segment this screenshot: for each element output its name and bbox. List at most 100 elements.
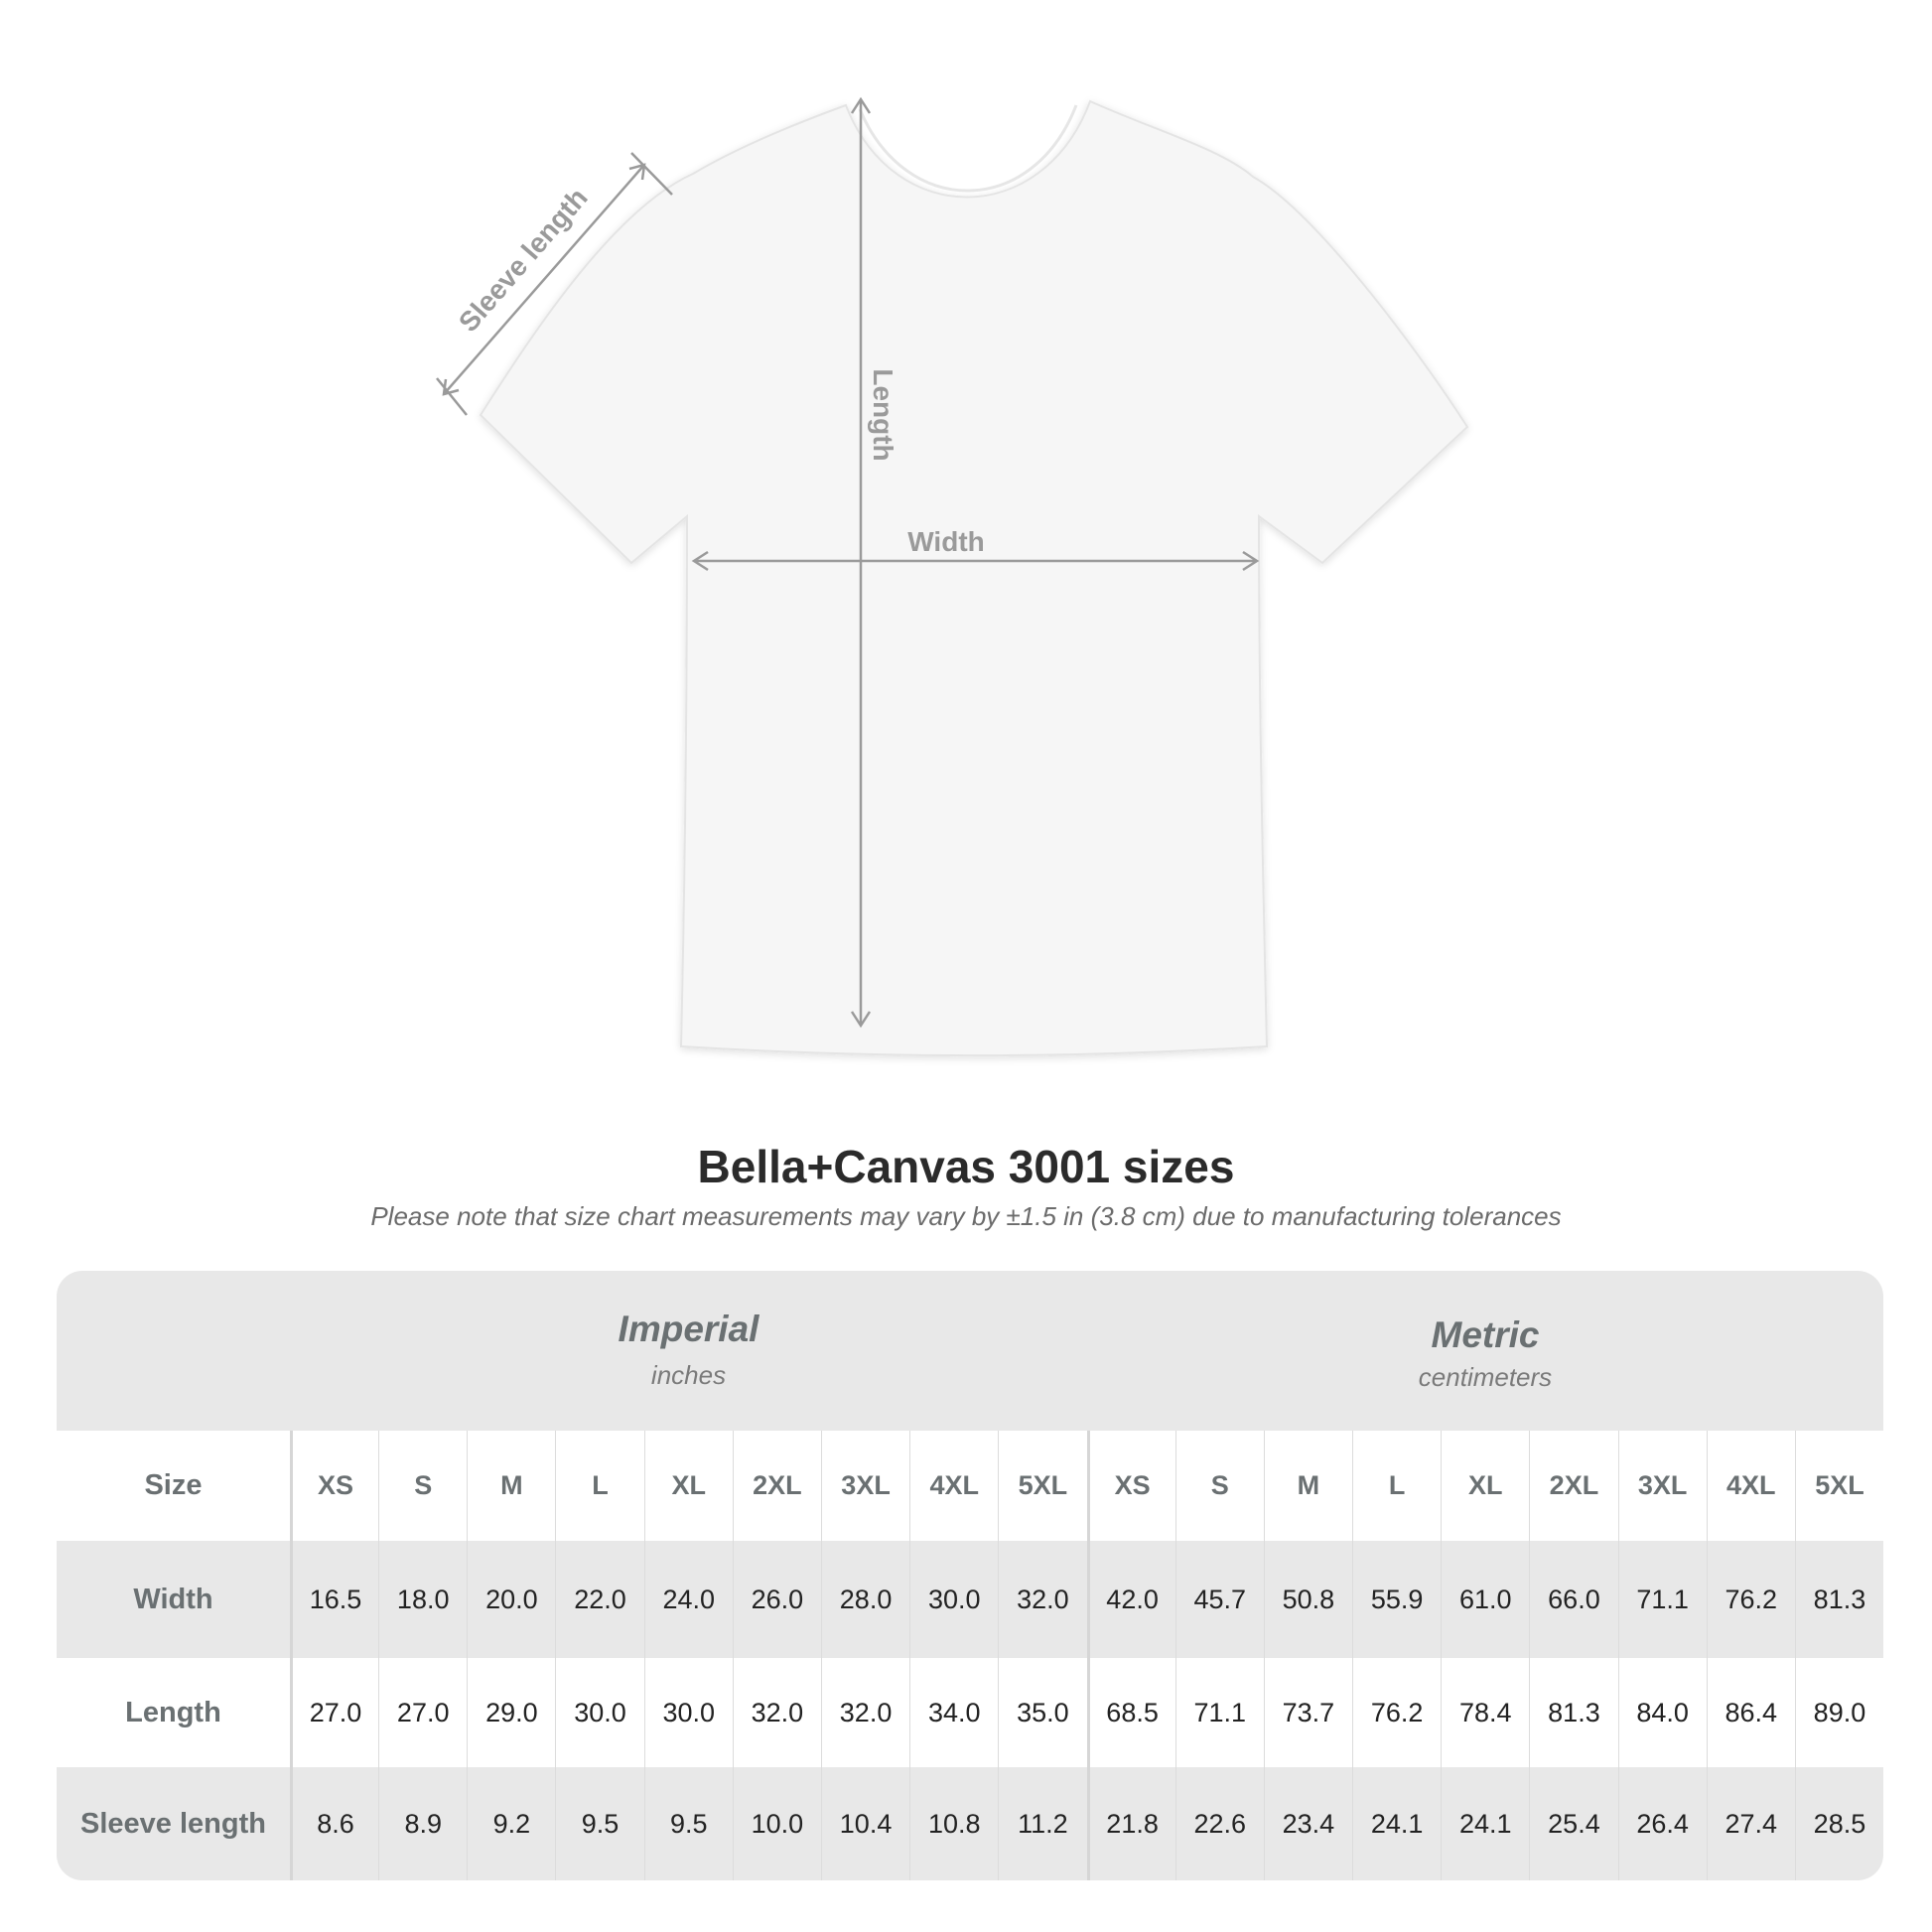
table-cell: 32.0 xyxy=(732,1658,821,1767)
table-cell: 30.0 xyxy=(909,1541,998,1658)
table-cell: 76.2 xyxy=(1706,1541,1795,1658)
table-cell: 26.0 xyxy=(732,1541,821,1658)
table-cell: 10.0 xyxy=(732,1767,821,1880)
table-cell: 86.4 xyxy=(1706,1658,1795,1767)
size-header-cell: M xyxy=(467,1431,555,1541)
table-cell: 89.0 xyxy=(1794,1658,1883,1767)
table-cell: 84.0 xyxy=(1617,1658,1707,1767)
size-header-cell: 3XL xyxy=(1617,1431,1707,1541)
metric-header: Metric centimeters xyxy=(1087,1271,1883,1431)
table-cell: 9.5 xyxy=(555,1767,643,1880)
table-cell: 8.6 xyxy=(289,1767,378,1880)
imperial-header: Imperial inches xyxy=(290,1271,1087,1431)
metric-title: Metric xyxy=(1431,1314,1540,1355)
row-label: Width xyxy=(133,1583,213,1615)
size-table: Imperial inches Metric centimeters Size … xyxy=(57,1271,1883,1880)
size-header-cell: 3XL xyxy=(820,1431,909,1541)
size-header-cell: 4XL xyxy=(1706,1431,1795,1541)
table-cell: 9.5 xyxy=(643,1767,733,1880)
table-cell: 32.0 xyxy=(998,1541,1086,1658)
table-cell: 32.0 xyxy=(820,1658,909,1767)
size-header-cell: L xyxy=(555,1431,643,1541)
width-row-band xyxy=(57,1541,1883,1658)
table-cell: 24.0 xyxy=(643,1541,733,1658)
size-header-cell: 5XL xyxy=(998,1431,1086,1541)
size-header-cell: S xyxy=(378,1431,467,1541)
size-header-cell: L xyxy=(1352,1431,1441,1541)
length-dimension-line xyxy=(850,96,872,1029)
table-cell: 20.0 xyxy=(467,1541,555,1658)
table-row-width: Width 16.5 18.0 20.0 22.0 24.0 26.0 28.0 30.0 32.… xyxy=(57,1541,1883,1658)
table-cell: 22.6 xyxy=(1174,1767,1264,1880)
size-header-cell: 4XL xyxy=(909,1431,998,1541)
width-dimension-line xyxy=(691,550,1260,572)
table-cell: 11.2 xyxy=(998,1767,1086,1880)
table-cell: 73.7 xyxy=(1263,1658,1352,1767)
sleeve-row-band xyxy=(57,1767,1883,1880)
size-header-cell: XL xyxy=(643,1431,733,1541)
table-cell: 8.9 xyxy=(378,1767,467,1880)
table-cell: 55.9 xyxy=(1352,1541,1441,1658)
table-cell: 71.1 xyxy=(1617,1541,1707,1658)
table-cell: 76.2 xyxy=(1352,1658,1441,1767)
table-cell: 10.4 xyxy=(820,1767,909,1880)
size-header-cell: XL xyxy=(1441,1431,1529,1541)
table-cell: 23.4 xyxy=(1263,1767,1352,1880)
table-cell: 24.1 xyxy=(1352,1767,1441,1880)
table-cell: 27.0 xyxy=(289,1658,378,1767)
table-row-length: Length 27.0 27.0 29.0 30.0 30.0 32.0 32.0 34.0 35… xyxy=(57,1658,1883,1767)
table-cell: 28.5 xyxy=(1794,1767,1883,1880)
table-cell: 18.0 xyxy=(378,1541,467,1658)
length-label: Length xyxy=(868,368,898,461)
imperial-unit: inches xyxy=(650,1360,727,1390)
tshirt-shape xyxy=(479,99,1469,1056)
table-cell: 28.0 xyxy=(820,1541,909,1658)
table-cell: 30.0 xyxy=(555,1658,643,1767)
size-label: Size xyxy=(144,1469,203,1501)
chart-subtitle: Please note that size chart measurements… xyxy=(370,1201,1562,1231)
row-label: Length xyxy=(125,1696,221,1728)
table-cell: 24.1 xyxy=(1441,1767,1529,1880)
table-cell: 42.0 xyxy=(1086,1541,1175,1658)
size-header-cell: XS xyxy=(1086,1431,1175,1541)
size-header-cell: M xyxy=(1263,1431,1352,1541)
table-cell: 22.0 xyxy=(555,1541,643,1658)
row-label: Sleeve length xyxy=(79,1807,266,1840)
chart-title: Bella+Canvas 3001 sizes xyxy=(697,1141,1235,1192)
table-cell: 10.8 xyxy=(909,1767,998,1880)
table-cell: 27.0 xyxy=(378,1658,467,1767)
table-cell: 66.0 xyxy=(1529,1541,1617,1658)
table-cell: 34.0 xyxy=(909,1658,998,1767)
table-cell: 50.8 xyxy=(1263,1541,1352,1658)
table-cell: 81.3 xyxy=(1529,1658,1617,1767)
table-cell: 81.3 xyxy=(1794,1541,1883,1658)
table-row-sleeve-length: Sleeve length 8.6 8.9 9.2 9.5 9.5 10.0 10.4 10.8… xyxy=(57,1767,1883,1880)
table-cell: 16.5 xyxy=(289,1541,378,1658)
tshirt-diagram: Sleeve length Length Width xyxy=(436,96,1469,1056)
table-cell: 71.1 xyxy=(1174,1658,1264,1767)
imperial-title: Imperial xyxy=(618,1309,759,1349)
table-cell: 9.2 xyxy=(467,1767,555,1880)
collar xyxy=(858,104,1078,193)
table-cell: 45.7 xyxy=(1174,1541,1264,1658)
table-cell: 21.8 xyxy=(1086,1767,1175,1880)
width-label: Width xyxy=(907,526,985,557)
table-cell: 29.0 xyxy=(467,1658,555,1767)
table-cell: 25.4 xyxy=(1529,1767,1617,1880)
metric-unit: centimeters xyxy=(1418,1362,1553,1392)
table-cell: 26.4 xyxy=(1617,1767,1707,1880)
table-cell: 61.0 xyxy=(1441,1541,1529,1658)
size-header-cell: 2XL xyxy=(732,1431,821,1541)
table-cell: 30.0 xyxy=(643,1658,733,1767)
table-cell: 27.4 xyxy=(1706,1767,1795,1880)
header-band xyxy=(57,1271,1883,1431)
size-header-row: Size XS S M L XL 2XL 3XL 4XL 5XL XS S M L XL 2XL 3XL 4XL… xyxy=(57,1431,1883,1541)
table-cell: 68.5 xyxy=(1086,1658,1175,1767)
table-cell: 78.4 xyxy=(1441,1658,1529,1767)
size-header-cell: S xyxy=(1174,1431,1264,1541)
table-cell: 35.0 xyxy=(998,1658,1086,1767)
size-header-cell: 5XL xyxy=(1794,1431,1883,1541)
sleeve-dimension-line xyxy=(436,152,673,416)
size-header-cell: XS xyxy=(289,1431,378,1541)
size-header-cell: 2XL xyxy=(1529,1431,1617,1541)
